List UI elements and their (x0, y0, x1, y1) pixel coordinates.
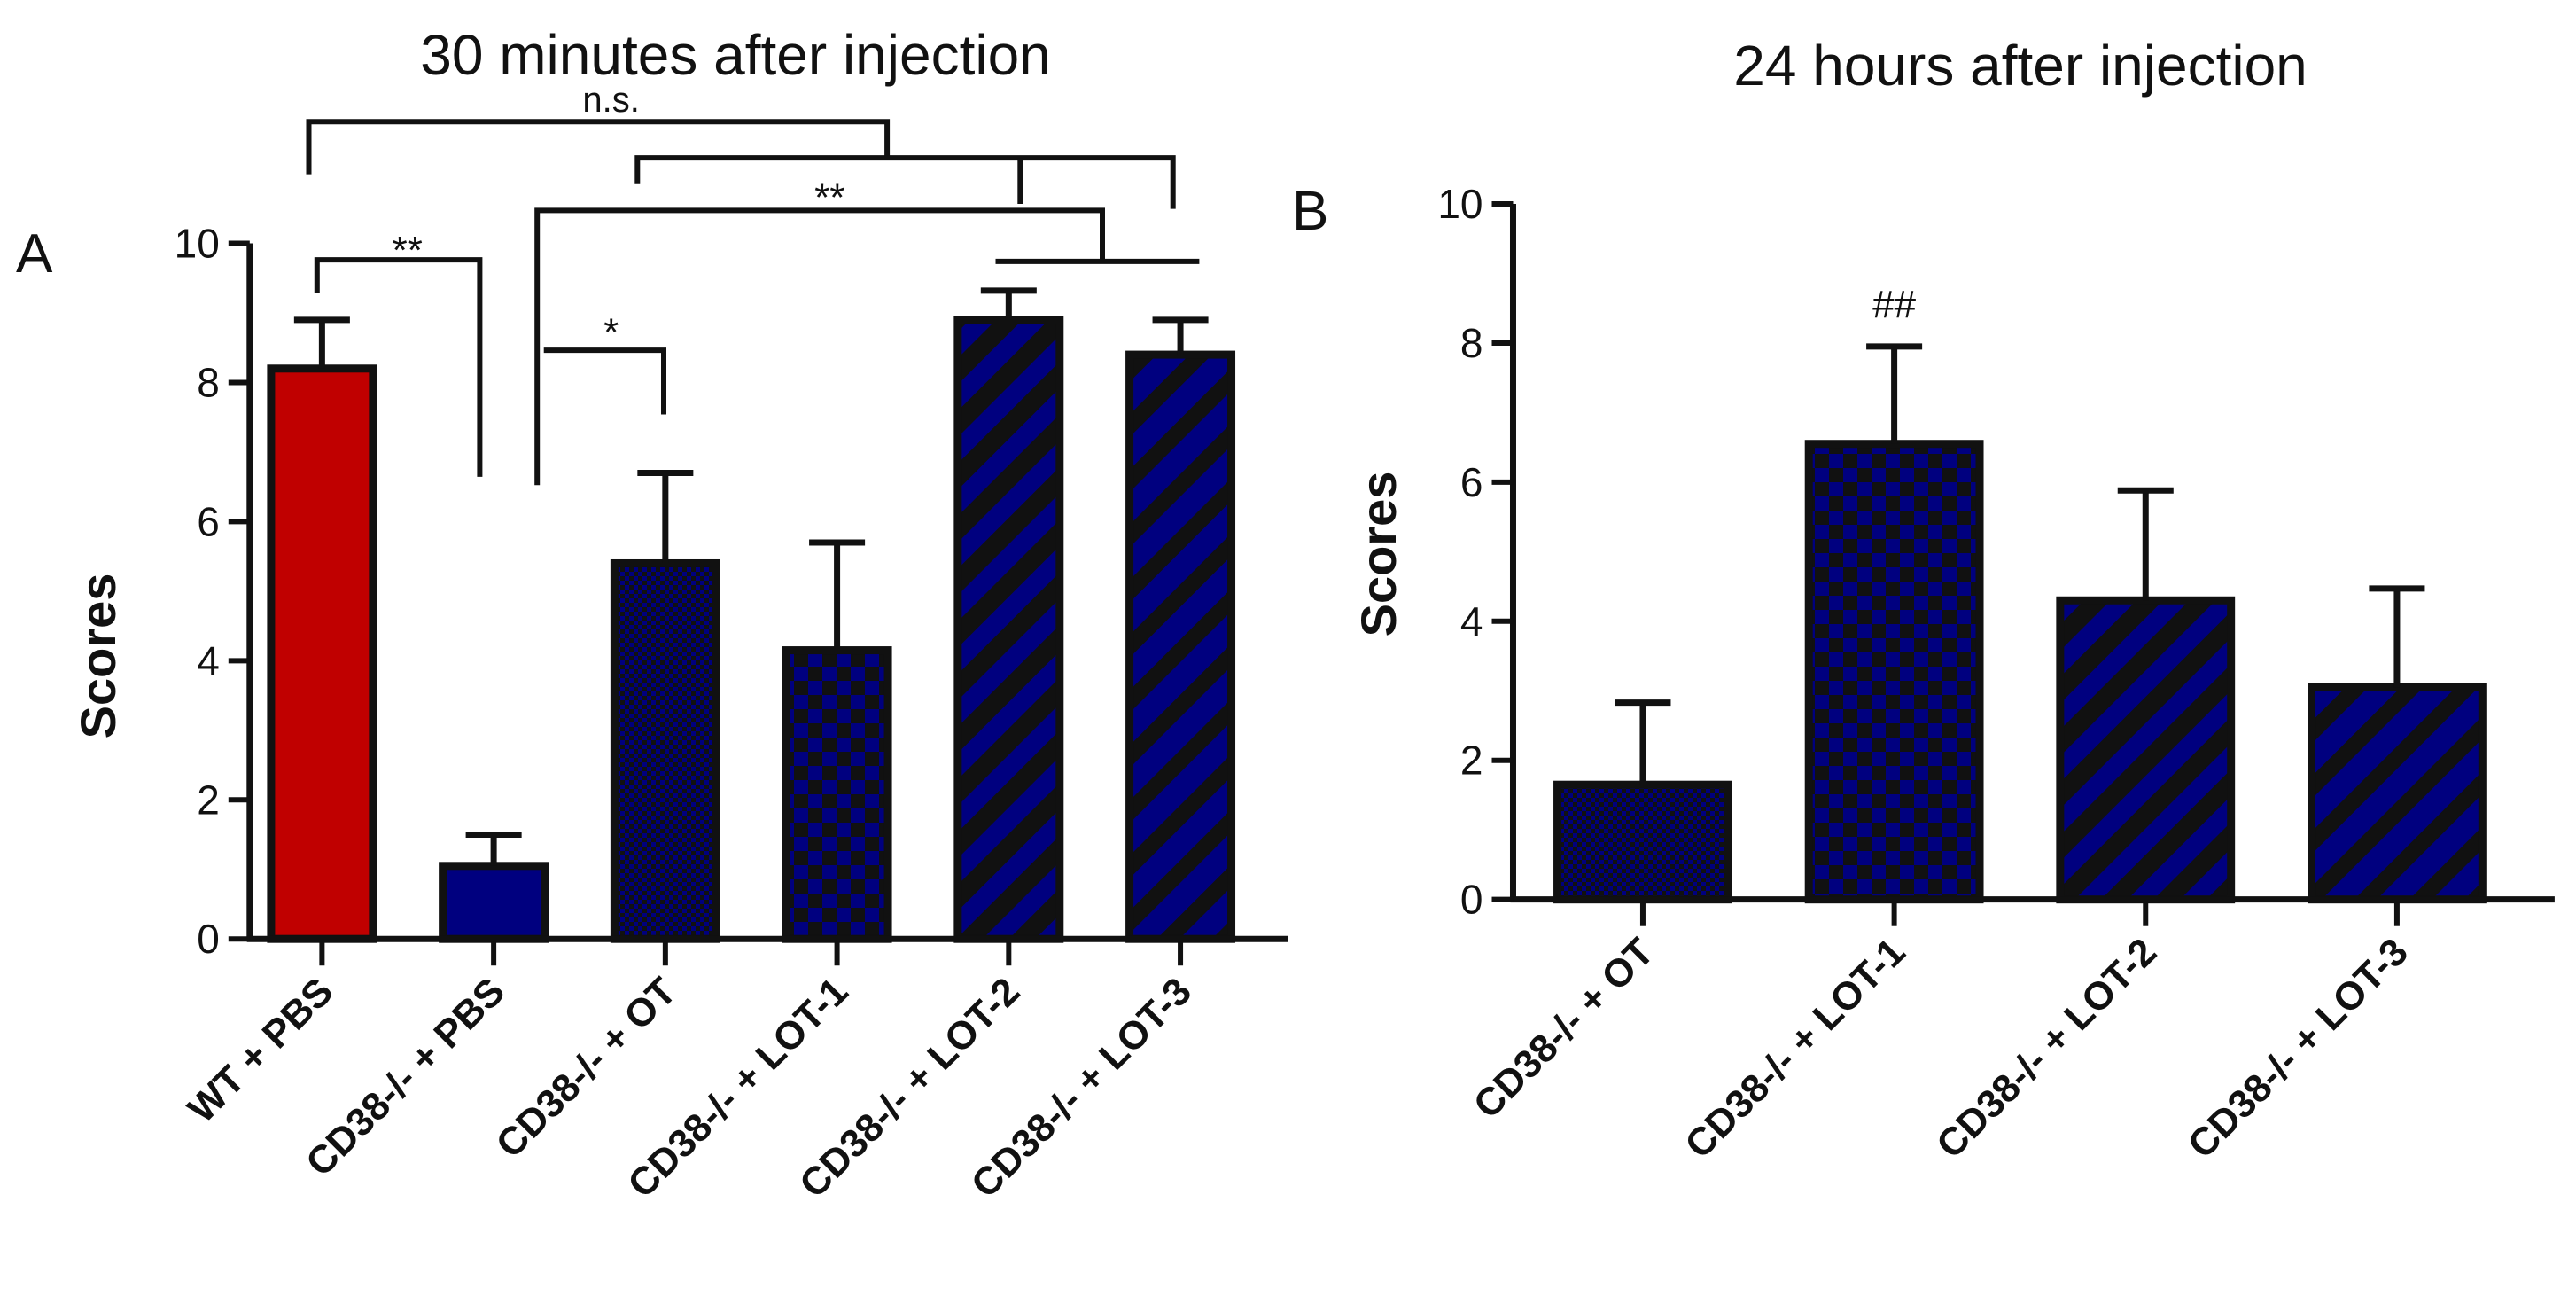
y-tick-label-b-4: 8 (1460, 320, 1483, 366)
annotation-b-1: ## (1872, 283, 1916, 326)
y-tick-label-b-0: 0 (1460, 877, 1483, 923)
category-label-a-1: WT + PBS (180, 970, 341, 1131)
sig-label-pbs-lot: ** (814, 176, 844, 219)
y-tick-label-a-2: 4 (197, 637, 220, 683)
sig-label-wt-pbs: ** (393, 229, 423, 272)
bar-a-6 (1125, 350, 1236, 943)
y-tick-label-a-1: 2 (197, 777, 220, 823)
bar-a-3 (610, 558, 720, 943)
category-label-b-4: CD38-/- + LOT-3 (2180, 930, 2416, 1167)
panel-a-ylabel: Scores (70, 574, 126, 739)
bar-b-2 (1804, 440, 1984, 904)
panel-a-title: 30 minutes after injection (420, 23, 1051, 87)
bar-a-5 (953, 316, 1064, 943)
bar-a-4 (782, 646, 892, 943)
bar-a-1 (267, 364, 377, 943)
bar-b-3 (2056, 596, 2236, 904)
panel-b-plot: CD38-/- + OT CD38-/- + LOT-1 CD38-/- + LOT… (1437, 181, 2555, 1167)
y-tick-label-b-3: 6 (1460, 459, 1483, 505)
y-tick-label-b-2: 4 (1460, 598, 1483, 644)
panel-b-ylabel: Scores (1350, 472, 1406, 637)
panel-a-significance: n.s.***** (306, 81, 1200, 486)
bracket-ns-sub (634, 155, 1176, 209)
panel-a-letter: A (16, 223, 53, 285)
y-tick-label-a-3: 6 (197, 498, 220, 544)
bar-b-1 (1553, 780, 1732, 904)
bracket-ns (306, 119, 891, 175)
y-tick-label-a-0: 0 (197, 916, 220, 962)
category-label-b-3: CD38-/- + LOT-2 (1928, 930, 2165, 1167)
sig-label-ns: n.s. (582, 81, 639, 120)
category-label-b-2: CD38-/- + LOT-1 (1677, 930, 1913, 1167)
bracket-pbs-lot (534, 207, 1105, 486)
sig-label-ot: * (603, 311, 619, 355)
y-tick-label-b-1: 2 (1460, 738, 1483, 784)
panel-b-title: 24 hours after injection (1733, 34, 2308, 98)
category-label-b-1: CD38-/- + OT (1466, 930, 1662, 1127)
bracket-ot (543, 347, 666, 415)
category-label-a-3: CD38-/- + OT (488, 970, 685, 1167)
panel-b-letter: B (1292, 181, 1328, 242)
bracket-wt-pbs (314, 257, 483, 477)
y-tick-label-a-5: 10 (175, 221, 220, 267)
y-tick-label-b-5: 10 (1437, 181, 1483, 227)
bar-b-4 (2308, 683, 2487, 904)
y-tick-label-a-4: 8 (197, 359, 220, 405)
bar-a-2 (439, 862, 549, 943)
